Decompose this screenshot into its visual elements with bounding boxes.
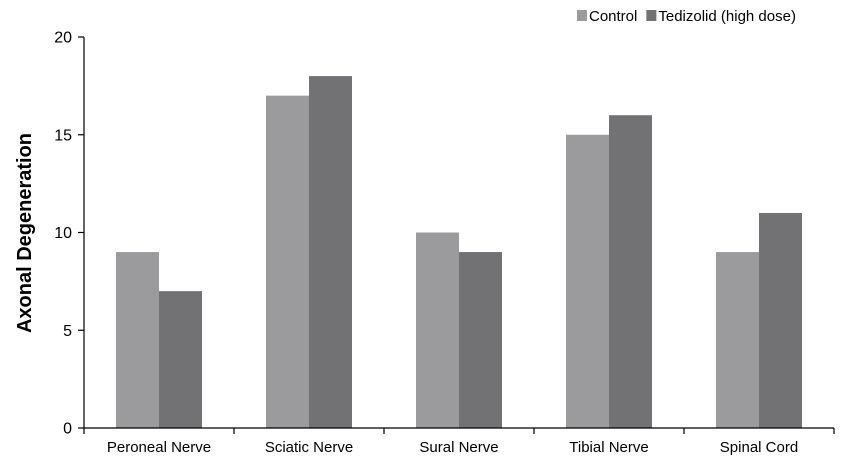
y-tick-label: 0 (63, 421, 72, 438)
y-tick-label: 10 (54, 225, 72, 242)
y-tick-label: 15 (54, 127, 72, 144)
bar-control-tibial-nerve (566, 134, 609, 428)
bars-layer (116, 76, 802, 429)
category-label: Sciatic Nerve (265, 439, 353, 456)
y-tick-label: 20 (54, 30, 72, 47)
legend: Control Tedizolid (high dose) (577, 8, 796, 25)
legend-label: Control (589, 8, 637, 25)
category-label: Spinal Cord (720, 439, 798, 456)
category-label: Peroneal Nerve (107, 439, 211, 456)
bar-control-sural-nerve (416, 232, 459, 428)
bar-tedizolid-tibial-nerve (609, 115, 652, 428)
y-tick-label: 5 (63, 323, 72, 340)
legend-swatch (646, 10, 657, 21)
category-label: Sural Nerve (419, 439, 498, 456)
bar-tedizolid-sural-nerve (459, 252, 502, 428)
bar-control-sciatic-nerve (266, 95, 309, 429)
bar-tedizolid-spinal-cord (759, 212, 802, 428)
bar-tedizolid-sciatic-nerve (309, 76, 352, 428)
axes-layer: 0 5 10 15 20 Peroneal Nerve Sciatic Nerve Sural… (54, 30, 835, 456)
legend-label: Tedizolid (high dose) (658, 8, 796, 25)
bar-control-peroneal-nerve (116, 252, 159, 428)
category-label: Tibial Nerve (569, 439, 648, 456)
legend-swatch (577, 10, 587, 21)
bar-control-spinal-cord (716, 252, 759, 428)
bar-tedizolid-peroneal-nerve (159, 291, 202, 428)
y-axis-title: Axonal Degeneration (14, 133, 36, 333)
